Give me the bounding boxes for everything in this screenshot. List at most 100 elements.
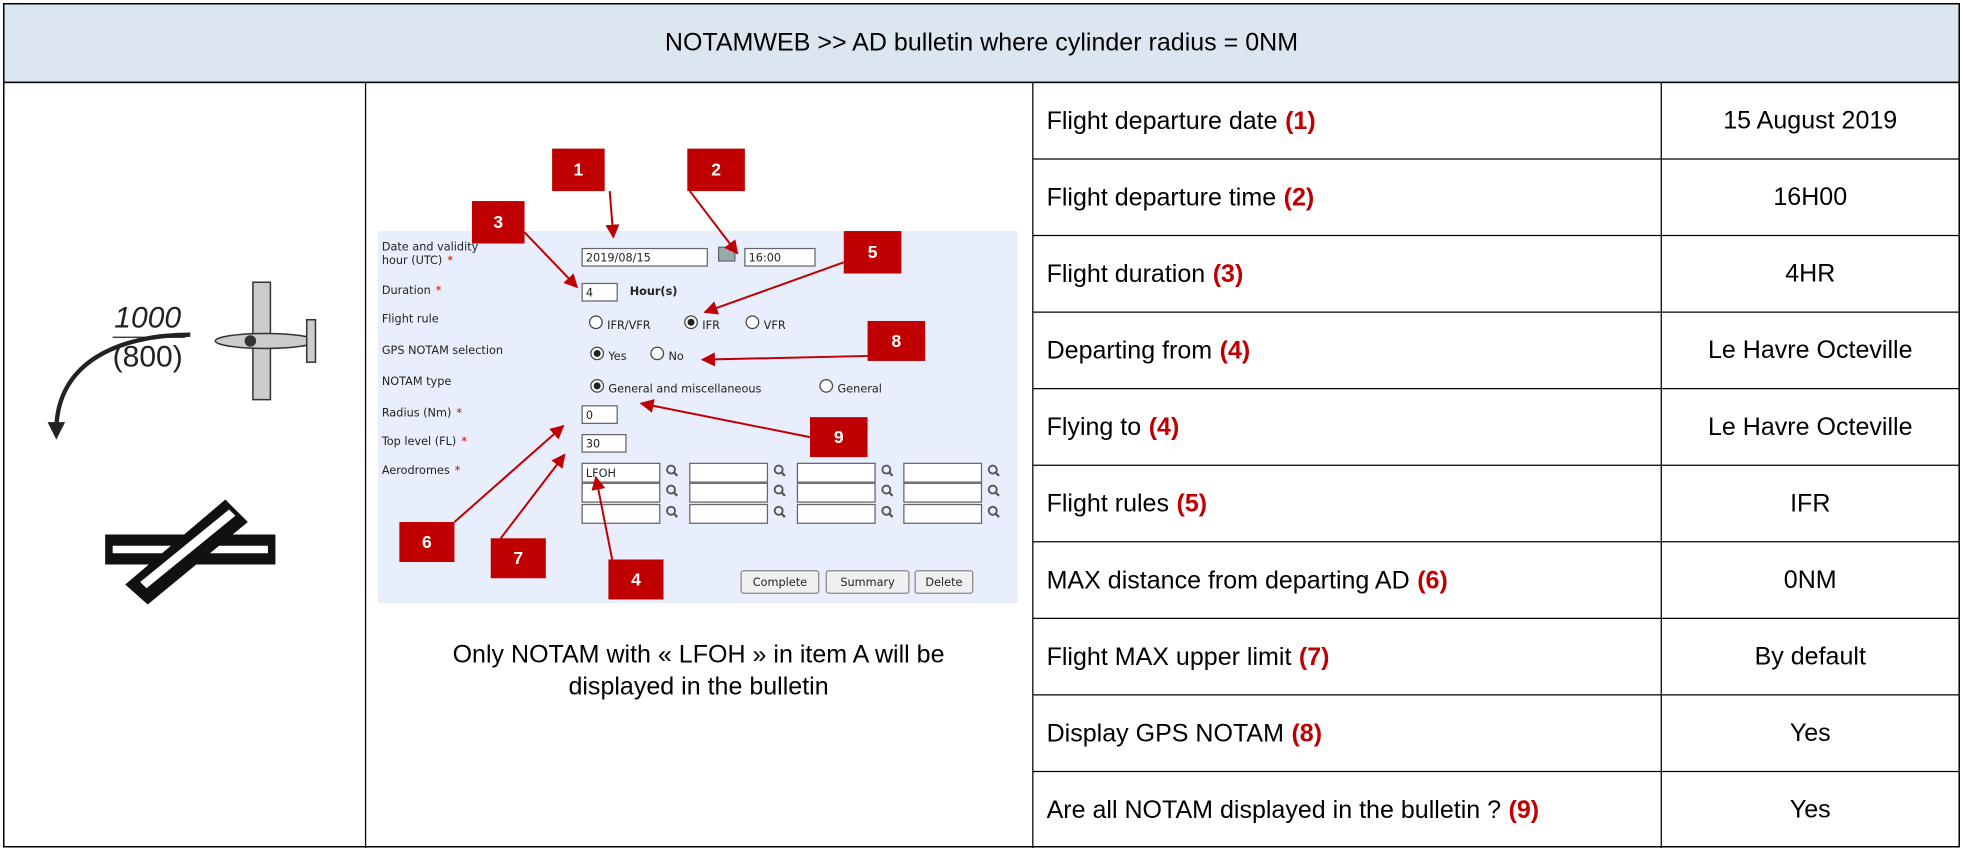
aerodrome-input[interactable] — [689, 482, 769, 503]
aerodrome-input[interactable] — [903, 503, 983, 524]
row-label: Flight MAX upper limit (7) — [1047, 642, 1330, 670]
radio[interactable] — [650, 346, 665, 361]
row-value: 4HR — [1785, 260, 1835, 288]
row-value: Le Havre Octeville — [1708, 336, 1912, 364]
aerodrome-input[interactable] — [689, 503, 769, 524]
duration-input-value: 4 — [586, 286, 593, 299]
form-label: Flight rule — [382, 313, 439, 326]
callout-box — [867, 320, 926, 361]
search-icon[interactable] — [666, 484, 676, 495]
radio-label: IFR — [702, 319, 720, 332]
radio[interactable] — [819, 379, 834, 393]
callout-arrow — [700, 352, 868, 367]
row-value: IFR — [1790, 489, 1830, 517]
search-handle — [994, 512, 1000, 518]
search-handle — [888, 491, 894, 497]
search-handle — [672, 512, 679, 518]
aerodrome-input[interactable] — [796, 482, 876, 503]
label-text: hour (UTC) — [382, 254, 443, 267]
search-icon[interactable] — [881, 505, 892, 516]
button-label: Complete — [753, 576, 807, 589]
search-icon[interactable] — [773, 505, 784, 516]
top-level-input[interactable] — [581, 433, 627, 453]
row-value: Yes — [1790, 796, 1831, 824]
time-input[interactable] — [744, 247, 816, 267]
ref-number: (9) — [1509, 796, 1540, 824]
radio[interactable] — [745, 315, 760, 330]
calendar-icon[interactable] — [717, 246, 736, 262]
callout-arrow — [523, 231, 579, 289]
required-mark: * — [447, 254, 453, 267]
row-label: Flight departure time (2) — [1047, 183, 1315, 211]
altitude-floor: (800) — [113, 340, 183, 373]
caption: Only NOTAM with « LFOH » in item A will … — [453, 640, 945, 668]
aerodrome-input[interactable] — [903, 482, 983, 503]
ref-number: (5) — [1177, 489, 1208, 517]
search-icon[interactable] — [773, 484, 784, 495]
callout-box — [843, 231, 902, 274]
row-label: Departing from (4) — [1047, 336, 1251, 364]
row-value: Yes — [1790, 719, 1831, 747]
callout-arrow — [703, 261, 845, 315]
aerodrome-input-value: LFOH — [586, 467, 616, 480]
label-text: Aerodromes — [382, 464, 450, 477]
form-label: Top level (FL) * — [381, 435, 468, 448]
form-button[interactable] — [740, 570, 820, 594]
label-text: Flight rules — [1047, 489, 1169, 517]
form-label: Date and validity — [382, 240, 479, 253]
label-text: NOTAM type — [382, 375, 452, 388]
aerodrome-input[interactable] — [581, 503, 661, 524]
callout-number: 3 — [493, 212, 503, 232]
search-icon[interactable] — [987, 505, 998, 516]
callout-number: 1 — [574, 160, 584, 180]
form-label: Radius (Nm) * — [382, 406, 463, 419]
runway-closed-icon — [105, 499, 276, 605]
radio-label: Yes — [607, 350, 626, 363]
callout-arrow — [591, 475, 614, 560]
row-label: Flying to (4) — [1047, 413, 1180, 441]
button-label: Delete — [925, 576, 962, 589]
search-icon[interactable] — [666, 505, 676, 516]
label-text: GPS NOTAM selection — [382, 344, 503, 357]
callout-number: 6 — [422, 532, 432, 552]
search-icon[interactable] — [881, 464, 892, 475]
duration-input[interactable] — [581, 282, 618, 302]
label-text: Flight duration — [1047, 260, 1206, 288]
search-handle — [780, 512, 786, 518]
aerodrome-input[interactable] — [796, 503, 876, 524]
time-input-value: 16:00 — [749, 252, 781, 265]
callout-box — [809, 417, 868, 458]
radius-input-value: 0 — [586, 409, 593, 422]
search-icon[interactable] — [987, 464, 998, 475]
callout-arrow — [688, 190, 739, 255]
aerodrome-input[interactable] — [581, 482, 661, 503]
required-mark: * — [436, 284, 442, 297]
aerodrome-input[interactable] — [689, 462, 769, 483]
ref-number: (6) — [1417, 566, 1448, 594]
aerodrome-input[interactable] — [903, 462, 983, 483]
radius-input[interactable] — [581, 405, 618, 425]
radio-label: IFR/VFR — [607, 319, 651, 332]
date-input[interactable] — [581, 247, 708, 267]
form-button[interactable] — [914, 570, 974, 594]
form-button[interactable] — [825, 570, 910, 594]
ref-number: (8) — [1291, 719, 1322, 747]
ref-number: (1) — [1285, 107, 1316, 135]
label-text: Radius (Nm) — [382, 406, 452, 419]
ref-number: (2) — [1284, 183, 1315, 211]
caption: displayed in the bulletin — [568, 673, 828, 701]
row-label: Flight departure date (1) — [1047, 107, 1316, 135]
radio-dot — [687, 318, 695, 326]
form-label: GPS NOTAM selection — [382, 344, 503, 357]
callout-box — [687, 148, 745, 192]
search-handle — [994, 471, 1000, 477]
search-icon[interactable] — [881, 484, 892, 495]
search-icon[interactable] — [666, 464, 676, 475]
row-value: By default — [1755, 642, 1866, 670]
callout-box — [490, 538, 546, 579]
label-text: Flight rule — [382, 313, 439, 326]
search-icon[interactable] — [987, 484, 998, 495]
aerodrome-input[interactable] — [796, 462, 876, 483]
search-icon[interactable] — [773, 464, 784, 475]
radio[interactable] — [589, 315, 603, 330]
